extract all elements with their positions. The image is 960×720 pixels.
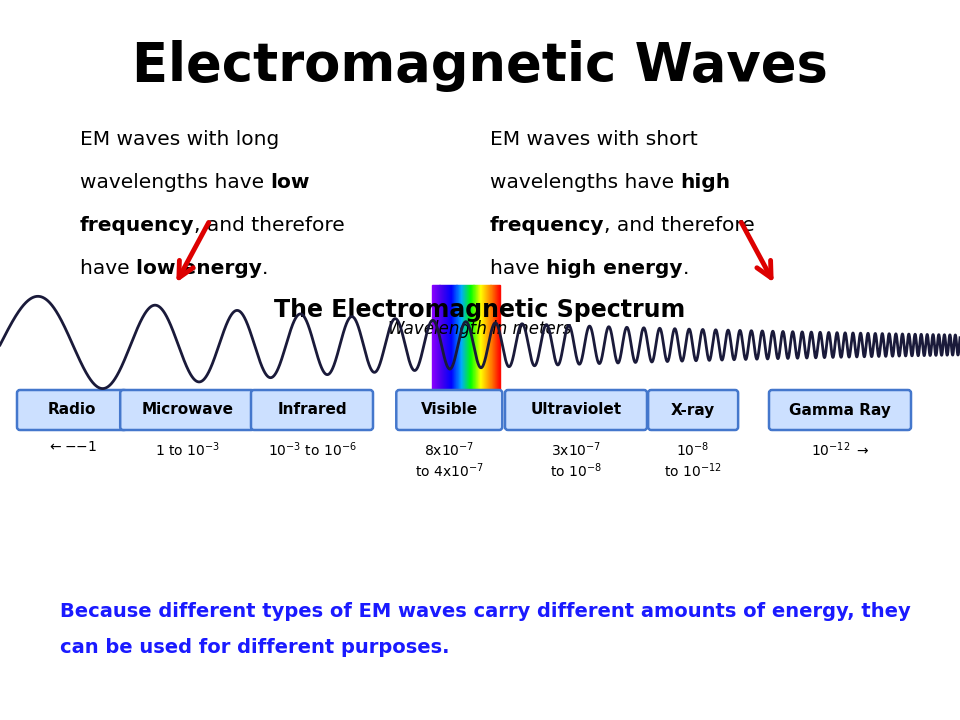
Text: wavelengths have: wavelengths have — [490, 173, 681, 192]
FancyBboxPatch shape — [396, 390, 502, 430]
FancyBboxPatch shape — [769, 390, 911, 430]
FancyBboxPatch shape — [251, 390, 373, 430]
FancyBboxPatch shape — [648, 390, 738, 430]
Text: wavelengths have: wavelengths have — [80, 173, 271, 192]
Text: Electromagnetic Waves: Electromagnetic Waves — [132, 40, 828, 92]
Text: frequency: frequency — [490, 216, 605, 235]
Text: Infrared: Infrared — [277, 402, 347, 418]
Text: , and therefore: , and therefore — [195, 216, 346, 235]
Text: , and therefore: , and therefore — [605, 216, 756, 235]
Text: 10$^{-8}$
to 10$^{-12}$: 10$^{-8}$ to 10$^{-12}$ — [664, 440, 722, 480]
Text: Because different types of EM waves carry different amounts of energy, they: Because different types of EM waves carr… — [60, 602, 911, 621]
Text: EM waves with short: EM waves with short — [490, 130, 698, 149]
Text: frequency: frequency — [80, 216, 195, 235]
Text: 1 to 10$^{-3}$: 1 to 10$^{-3}$ — [155, 440, 220, 459]
Text: Ultraviolet: Ultraviolet — [531, 402, 621, 418]
Text: can be used for different purposes.: can be used for different purposes. — [60, 638, 449, 657]
Text: 3x10$^{-7}$
to 10$^{-8}$: 3x10$^{-7}$ to 10$^{-8}$ — [550, 440, 602, 480]
Text: low: low — [271, 173, 310, 192]
FancyBboxPatch shape — [17, 390, 127, 430]
Text: Microwave: Microwave — [141, 402, 233, 418]
Text: low energy: low energy — [136, 259, 262, 278]
Text: high: high — [681, 173, 731, 192]
Text: high energy: high energy — [546, 259, 683, 278]
Text: Visible: Visible — [420, 402, 478, 418]
Text: EM waves with long: EM waves with long — [80, 130, 279, 149]
Text: 8x10$^{-7}$
to 4x10$^{-7}$: 8x10$^{-7}$ to 4x10$^{-7}$ — [415, 440, 484, 480]
Text: .: . — [683, 259, 689, 278]
Text: have: have — [490, 259, 546, 278]
FancyBboxPatch shape — [505, 390, 647, 430]
Text: .: . — [262, 259, 268, 278]
Text: Gamma Ray: Gamma Ray — [789, 402, 891, 418]
Text: X-ray: X-ray — [671, 402, 715, 418]
Text: Radio: Radio — [48, 402, 96, 418]
Text: have: have — [80, 259, 136, 278]
Text: $\leftarrow$$-$$-$1: $\leftarrow$$-$$-$1 — [47, 440, 97, 454]
Text: The Electromagnetic Spectrum: The Electromagnetic Spectrum — [275, 298, 685, 322]
Text: 10$^{-12}$ $\rightarrow$: 10$^{-12}$ $\rightarrow$ — [810, 440, 870, 459]
FancyBboxPatch shape — [120, 390, 254, 430]
Text: Wavelength in meters: Wavelength in meters — [389, 320, 571, 338]
Text: 10$^{-3}$ to 10$^{-6}$: 10$^{-3}$ to 10$^{-6}$ — [268, 440, 356, 459]
